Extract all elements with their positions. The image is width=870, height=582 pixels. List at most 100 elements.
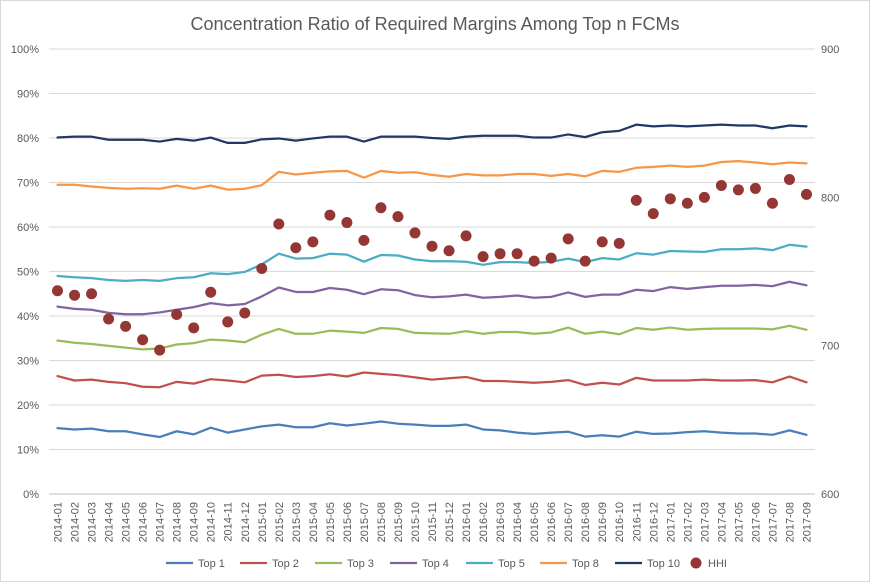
series-line-top-3: [56, 324, 808, 351]
left-tick-label: 70%: [17, 178, 39, 190]
hhi-point: [443, 245, 455, 257]
hhi-point: [290, 242, 302, 254]
series-lines: [56, 123, 808, 439]
x-tick-label: 2014-11: [223, 502, 235, 542]
hhi-point: [698, 191, 710, 203]
x-tick-label: 2017-06: [750, 502, 762, 542]
hhi-point: [86, 288, 98, 300]
x-tick-label: 2017-04: [716, 502, 728, 542]
hhi-point: [494, 248, 506, 260]
hhi-point: [154, 344, 166, 356]
hhi-point: [307, 236, 319, 248]
series-line-top-10: [56, 123, 808, 145]
x-tick-label: 2016-12: [648, 502, 660, 542]
hhi-point: [579, 255, 591, 267]
x-tick-label: 2015-02: [274, 502, 286, 542]
x-tick-label: 2014-02: [70, 502, 82, 542]
hhi-point: [375, 202, 387, 214]
left-tick-label: 0%: [23, 489, 39, 501]
right-tick-label: 800: [821, 192, 839, 204]
x-tick-label: 2016-05: [529, 502, 541, 542]
hhi-point: [222, 316, 234, 328]
hhi-point: [460, 230, 472, 242]
legend-label: Top 3: [347, 558, 374, 570]
x-tick-label: 2015-09: [393, 502, 405, 542]
hhi-point: [137, 334, 149, 346]
x-tick-label: 2015-04: [308, 502, 320, 542]
x-tick-label: 2016-11: [631, 502, 643, 542]
x-tick-label: 2014-12: [240, 502, 252, 542]
left-tick-label: 20%: [17, 400, 39, 412]
gridlines: [49, 48, 815, 495]
series-line-top-8: [56, 160, 808, 191]
series-line-top-4: [56, 280, 808, 316]
hhi-point: [409, 227, 421, 239]
x-tick-label: 2014-06: [138, 502, 150, 542]
x-tick-label: 2014-09: [189, 502, 201, 542]
hhi-point: [477, 251, 489, 263]
x-tick-label: 2015-12: [444, 502, 456, 542]
x-tick-label: 2017-01: [665, 502, 677, 542]
x-tick-label: 2017-09: [801, 502, 813, 542]
x-tick-label: 2014-05: [121, 502, 133, 542]
x-tick-label: 2015-03: [291, 502, 303, 542]
x-tick-label: 2016-06: [546, 502, 558, 542]
x-tick-label: 2015-07: [359, 502, 371, 542]
hhi-point: [324, 209, 336, 221]
hhi-point: [749, 182, 761, 194]
hhi-point: [171, 309, 183, 321]
hhi-point: [732, 184, 744, 196]
legend-label: HHI: [708, 558, 727, 570]
x-tick-label: 2016-10: [614, 502, 626, 542]
x-tick-label: 2015-10: [410, 502, 422, 542]
hhi-point: [188, 322, 200, 334]
legend: Top 1 Top 2 Top 3 Top 4 Top 5 Top 8 Top 10 HHI: [166, 557, 727, 570]
x-tick-label: 2015-11: [427, 502, 439, 542]
x-tick-label: 2017-02: [682, 502, 694, 542]
left-tick-label: 50%: [17, 267, 39, 279]
series-line-top-5: [56, 243, 808, 282]
hhi-point: [52, 285, 64, 297]
x-tick-label: 2015-01: [257, 502, 269, 542]
x-tick-label: 2017-03: [699, 502, 711, 542]
hhi-point: [426, 240, 438, 252]
x-tick-label: 2017-08: [784, 502, 796, 542]
hhi-point: [341, 217, 353, 229]
hhi-point: [766, 197, 778, 209]
legend-label: Top 10: [647, 558, 680, 570]
hhi-point: [511, 248, 523, 260]
hhi-point: [273, 218, 285, 230]
series-line-top-2: [56, 371, 808, 389]
left-tick-label: 30%: [17, 356, 39, 368]
hhi-point: [630, 194, 642, 206]
legend-label: Top 2: [272, 558, 299, 570]
hhi-point: [596, 236, 608, 248]
hhi-point: [562, 233, 574, 245]
right-tick-label: 700: [821, 341, 839, 353]
x-tick-label: 2015-08: [376, 502, 388, 542]
hhi-point: [239, 307, 251, 319]
hhi-point: [800, 188, 812, 200]
hhi-point: [681, 197, 693, 209]
left-axis: 0% 10% 20% 30% 40% 50% 60% 70% 80% 90% 100%: [11, 44, 39, 501]
hhi-point: [528, 255, 540, 267]
hhi-point: [69, 289, 81, 301]
right-tick-label: 900: [821, 44, 839, 56]
hhi-point: [392, 211, 404, 223]
left-tick-label: 60%: [17, 222, 39, 234]
legend-label: Top 5: [498, 558, 525, 570]
legend-label: Top 4: [422, 558, 449, 570]
x-tick-label: 2017-07: [767, 502, 779, 542]
legend-label: Top 8: [572, 558, 599, 570]
hhi-point: [664, 193, 676, 205]
hhi-point: [545, 252, 557, 264]
x-tick-label: 2016-02: [478, 502, 490, 542]
hhi-point: [120, 320, 132, 332]
x-tick-label: 2015-06: [342, 502, 354, 542]
x-axis: 2014-01 2014-02 2014-03 2014-04 2014-05 2014-…: [49, 493, 815, 542]
left-tick-label: 100%: [11, 44, 39, 56]
x-tick-label: 2016-08: [580, 502, 592, 542]
x-tick-label: 2014-03: [87, 502, 99, 542]
